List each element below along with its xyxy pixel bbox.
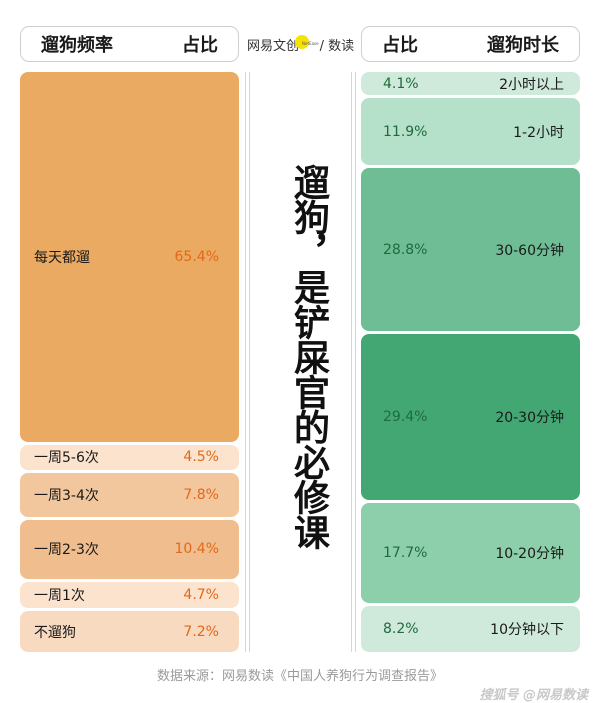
freq-category-label: 一周5-6次 — [34, 450, 99, 467]
dur-category-label: 20-30分钟 — [495, 409, 564, 426]
freq-value-label: 4.7% — [183, 587, 219, 604]
duration-chart: 4.1% 2小时以上 11.9% 1-2小时 28.8% 30-60分钟 29.4% 20-3… — [361, 72, 580, 652]
dur-bar-5: 8.2% 10分钟以下 — [361, 605, 580, 652]
right-header: 占比 遛狗时长 — [361, 26, 580, 62]
dur-category-label: 10-20分钟 — [495, 545, 564, 562]
logo-brand-b: 文创 — [273, 38, 300, 54]
dur-bar-0: 4.1% 2小时以上 — [361, 72, 580, 96]
freq-value-label: 7.8% — [183, 486, 219, 503]
chart-title: 遛狗，是铲屎官的必修课 — [288, 163, 329, 549]
dur-value-label: 17.7% — [383, 544, 428, 561]
dur-category-label: 2小时以上 — [499, 76, 564, 93]
divider-right-inner — [351, 72, 352, 652]
left-header: 遛狗频率 占比 — [20, 26, 239, 62]
dur-value-label: 11.9% — [383, 123, 428, 140]
dur-category-label: 10分钟以下 — [490, 621, 564, 638]
freq-category-label: 一周1次 — [34, 588, 85, 605]
freq-bar-4: 一周1次 4.7% — [20, 581, 239, 609]
divider-right-outer — [355, 72, 356, 652]
freq-bar-5: 不遛狗 7.2% — [20, 611, 239, 652]
left-header-pct: 占比 — [182, 35, 218, 56]
right-header-pct: 占比 — [382, 35, 418, 56]
freq-value-label: 4.5% — [183, 449, 219, 466]
freq-value-label: 10.4% — [174, 541, 219, 558]
freq-category-label: 一周2-3次 — [34, 542, 99, 559]
freq-category-label: 一周3-4次 — [34, 487, 99, 504]
divider-left-outer — [245, 72, 246, 652]
dur-value-label: 29.4% — [383, 408, 428, 425]
dur-bar-1: 11.9% 1-2小时 — [361, 98, 580, 166]
dur-category-label: 30-60分钟 — [495, 242, 564, 259]
logo-brand-c: / 数读 — [319, 38, 355, 54]
data-source: 数据来源：网易数读《中国人养狗行为调查报告》 — [156, 669, 443, 684]
logo-dot-icon — [295, 35, 310, 49]
freq-value-label: 65.4% — [174, 248, 219, 265]
dur-value-label: 28.8% — [383, 241, 428, 258]
dur-value-label: 4.1% — [383, 75, 419, 92]
logo-brand-a: 网易 — [247, 38, 274, 54]
watermark: 搜狐号 @网易数读 — [479, 688, 588, 703]
dur-category-label: 1-2小时 — [513, 124, 564, 141]
netease-logo: 网易 文创 NetEase / 数读 — [247, 31, 355, 57]
freq-category-label: 每天都遛 — [34, 249, 90, 266]
dur-value-label: 8.2% — [383, 620, 419, 637]
dur-bar-2: 28.8% 30-60分钟 — [361, 168, 580, 331]
freq-category-label: 不遛狗 — [34, 624, 76, 641]
freq-bar-3: 一周2-3次 10.4% — [20, 520, 239, 579]
freq-bar-2: 一周3-4次 7.8% — [20, 472, 239, 517]
logo-brand-small: NetEase — [302, 40, 319, 46]
divider-left-inner — [249, 72, 250, 652]
frequency-chart: 每天都遛 65.4% 一周5-6次 4.5% 一周3-4次 7.8% 一周2-3次 10.4%… — [20, 72, 239, 652]
freq-bar-0: 每天都遛 65.4% — [20, 72, 239, 442]
right-header-label: 遛狗时长 — [487, 35, 559, 56]
dur-bar-4: 17.7% 10-20分钟 — [361, 502, 580, 603]
left-header-label: 遛狗频率 — [41, 35, 113, 56]
freq-value-label: 7.2% — [183, 623, 219, 640]
dur-bar-3: 29.4% 20-30分钟 — [361, 333, 580, 500]
freq-bar-1: 一周5-6次 4.5% — [20, 444, 239, 470]
